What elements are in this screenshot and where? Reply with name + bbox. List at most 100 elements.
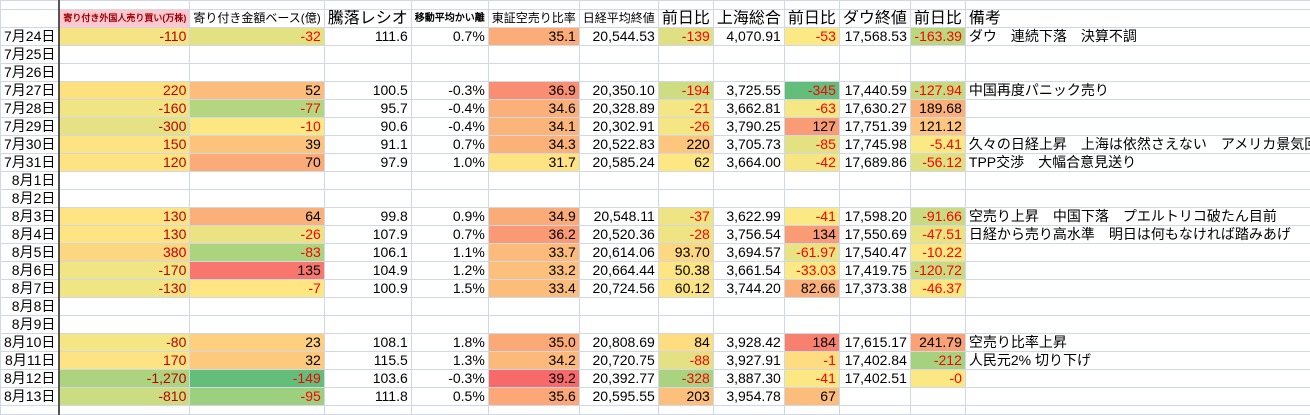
nikkei-change-cell[interactable]: 203 [658, 388, 713, 406]
date-cell[interactable]: 7月26日 [1, 64, 60, 82]
advance-decline-ratio-cell[interactable]: 97.9 [324, 154, 411, 172]
moving-average-deviation-cell[interactable] [411, 64, 488, 82]
dow-change-cell[interactable]: -56.12 [910, 154, 965, 172]
nikkei-close-cell[interactable] [579, 64, 658, 82]
column-header-shanghai-change[interactable]: 前日比 [784, 10, 839, 28]
nikkei-close-cell[interactable]: 20,595.55 [579, 388, 658, 406]
shanghai-composite-cell[interactable]: 3,661.54 [713, 262, 784, 280]
foreign-flow-amount-cell[interactable]: -77 [190, 100, 324, 118]
empty-cell[interactable] [579, 1, 658, 10]
dow-close-cell[interactable]: 17,373.38 [839, 280, 910, 298]
foreign-flow-amount-cell[interactable]: 52 [190, 82, 324, 100]
short-selling-ratio-cell[interactable]: 33.2 [488, 262, 579, 280]
shanghai-change-cell[interactable]: -63 [784, 100, 839, 118]
date-cell[interactable]: 8月1日 [1, 172, 60, 190]
nikkei-change-cell[interactable]: -88 [658, 352, 713, 370]
nikkei-change-cell[interactable]: -139 [658, 28, 713, 46]
empty-cell[interactable] [411, 1, 488, 10]
nikkei-close-cell[interactable]: 20,302.91 [579, 118, 658, 136]
empty-cell[interactable] [1, 1, 60, 10]
nikkei-close-cell[interactable] [579, 316, 658, 334]
shanghai-change-cell[interactable]: 82.66 [784, 280, 839, 298]
dow-close-cell[interactable]: 17,402.84 [839, 352, 910, 370]
remarks-cell[interactable] [965, 298, 1310, 316]
foreign-flow-shares-cell[interactable]: -810 [59, 388, 190, 406]
short-selling-ratio-cell[interactable] [488, 298, 579, 316]
remarks-cell[interactable] [965, 280, 1310, 298]
foreign-flow-shares-cell[interactable]: 150 [59, 136, 190, 154]
remarks-cell[interactable] [965, 46, 1310, 64]
shanghai-composite-cell[interactable] [713, 298, 784, 316]
moving-average-deviation-cell[interactable]: -0.4% [411, 118, 488, 136]
remarks-cell[interactable] [965, 370, 1310, 388]
shanghai-change-cell[interactable]: -41 [784, 370, 839, 388]
date-cell[interactable]: 8月5日 [1, 244, 60, 262]
moving-average-deviation-cell[interactable]: -0.3% [411, 370, 488, 388]
shanghai-composite-cell[interactable]: 3,927.91 [713, 352, 784, 370]
moving-average-deviation-cell[interactable] [411, 190, 488, 208]
dow-change-cell[interactable]: -120.72 [910, 262, 965, 280]
dow-change-cell[interactable]: -47.51 [910, 226, 965, 244]
empty-cell[interactable] [658, 406, 713, 415]
nikkei-change-cell[interactable] [658, 46, 713, 64]
dow-close-cell[interactable]: 17,419.75 [839, 262, 910, 280]
shanghai-change-cell[interactable]: -61.97 [784, 244, 839, 262]
remarks-cell[interactable]: TPP交渉 大幅合意見送り [965, 154, 1310, 172]
date-cell[interactable]: 8月10日 [1, 334, 60, 352]
dow-close-cell[interactable]: 17,568.53 [839, 28, 910, 46]
nikkei-close-cell[interactable]: 20,614.06 [579, 244, 658, 262]
moving-average-deviation-cell[interactable]: 0.7% [411, 226, 488, 244]
shanghai-composite-cell[interactable] [713, 190, 784, 208]
dow-change-cell[interactable]: -163.39 [910, 28, 965, 46]
dow-close-cell[interactable]: 17,751.39 [839, 118, 910, 136]
dow-change-cell[interactable] [910, 316, 965, 334]
column-header-dow-close[interactable]: ダウ終値 [839, 10, 910, 28]
shanghai-change-cell[interactable] [784, 172, 839, 190]
date-cell[interactable]: 8月3日 [1, 208, 60, 226]
shanghai-change-cell[interactable] [784, 298, 839, 316]
remarks-cell[interactable] [965, 64, 1310, 82]
empty-cell[interactable] [910, 1, 965, 10]
shanghai-composite-cell[interactable] [713, 64, 784, 82]
column-header-remarks[interactable]: 備考 [965, 10, 1310, 28]
date-cell[interactable]: 8月2日 [1, 190, 60, 208]
foreign-flow-shares-cell[interactable] [59, 46, 190, 64]
nikkei-change-cell[interactable] [658, 172, 713, 190]
short-selling-ratio-cell[interactable]: 33.4 [488, 280, 579, 298]
remarks-cell[interactable] [965, 316, 1310, 334]
dow-change-cell[interactable]: -5.41 [910, 136, 965, 154]
nikkei-change-cell[interactable]: -37 [658, 208, 713, 226]
dow-close-cell[interactable]: 17,540.47 [839, 244, 910, 262]
short-selling-ratio-cell[interactable]: 36.2 [488, 226, 579, 244]
nikkei-change-cell[interactable] [658, 316, 713, 334]
dow-change-cell[interactable] [910, 298, 965, 316]
shanghai-composite-cell[interactable]: 3,790.25 [713, 118, 784, 136]
moving-average-deviation-cell[interactable]: 0.5% [411, 388, 488, 406]
foreign-flow-shares-cell[interactable]: 120 [59, 154, 190, 172]
dow-close-cell[interactable]: 17,615.17 [839, 334, 910, 352]
short-selling-ratio-cell[interactable] [488, 190, 579, 208]
date-cell[interactable]: 7月24日 [1, 28, 60, 46]
column-header-dow-change[interactable]: 前日比 [910, 10, 965, 28]
dow-close-cell[interactable] [839, 388, 910, 406]
short-selling-ratio-cell[interactable]: 33.7 [488, 244, 579, 262]
date-cell[interactable]: 8月6日 [1, 262, 60, 280]
short-selling-ratio-cell[interactable]: 31.7 [488, 154, 579, 172]
nikkei-change-cell[interactable] [658, 64, 713, 82]
nikkei-close-cell[interactable]: 20,392.77 [579, 370, 658, 388]
dow-change-cell[interactable]: -91.66 [910, 208, 965, 226]
dow-change-cell[interactable] [910, 64, 965, 82]
shanghai-composite-cell[interactable]: 3,705.73 [713, 136, 784, 154]
advance-decline-ratio-cell[interactable]: 100.5 [324, 82, 411, 100]
foreign-flow-shares-cell[interactable] [59, 298, 190, 316]
foreign-flow-amount-cell[interactable] [190, 190, 324, 208]
foreign-flow-amount-cell[interactable]: -10 [190, 118, 324, 136]
empty-cell[interactable] [488, 406, 579, 415]
dow-change-cell[interactable]: 121.12 [910, 118, 965, 136]
dow-close-cell[interactable]: 17,689.86 [839, 154, 910, 172]
remarks-cell[interactable]: 日経から売り高水準 明日は何もなければ踏みあげ [965, 226, 1310, 244]
nikkei-change-cell[interactable]: 220 [658, 136, 713, 154]
shanghai-change-cell[interactable]: -53 [784, 28, 839, 46]
nikkei-close-cell[interactable]: 20,724.56 [579, 280, 658, 298]
moving-average-deviation-cell[interactable]: 1.3% [411, 352, 488, 370]
